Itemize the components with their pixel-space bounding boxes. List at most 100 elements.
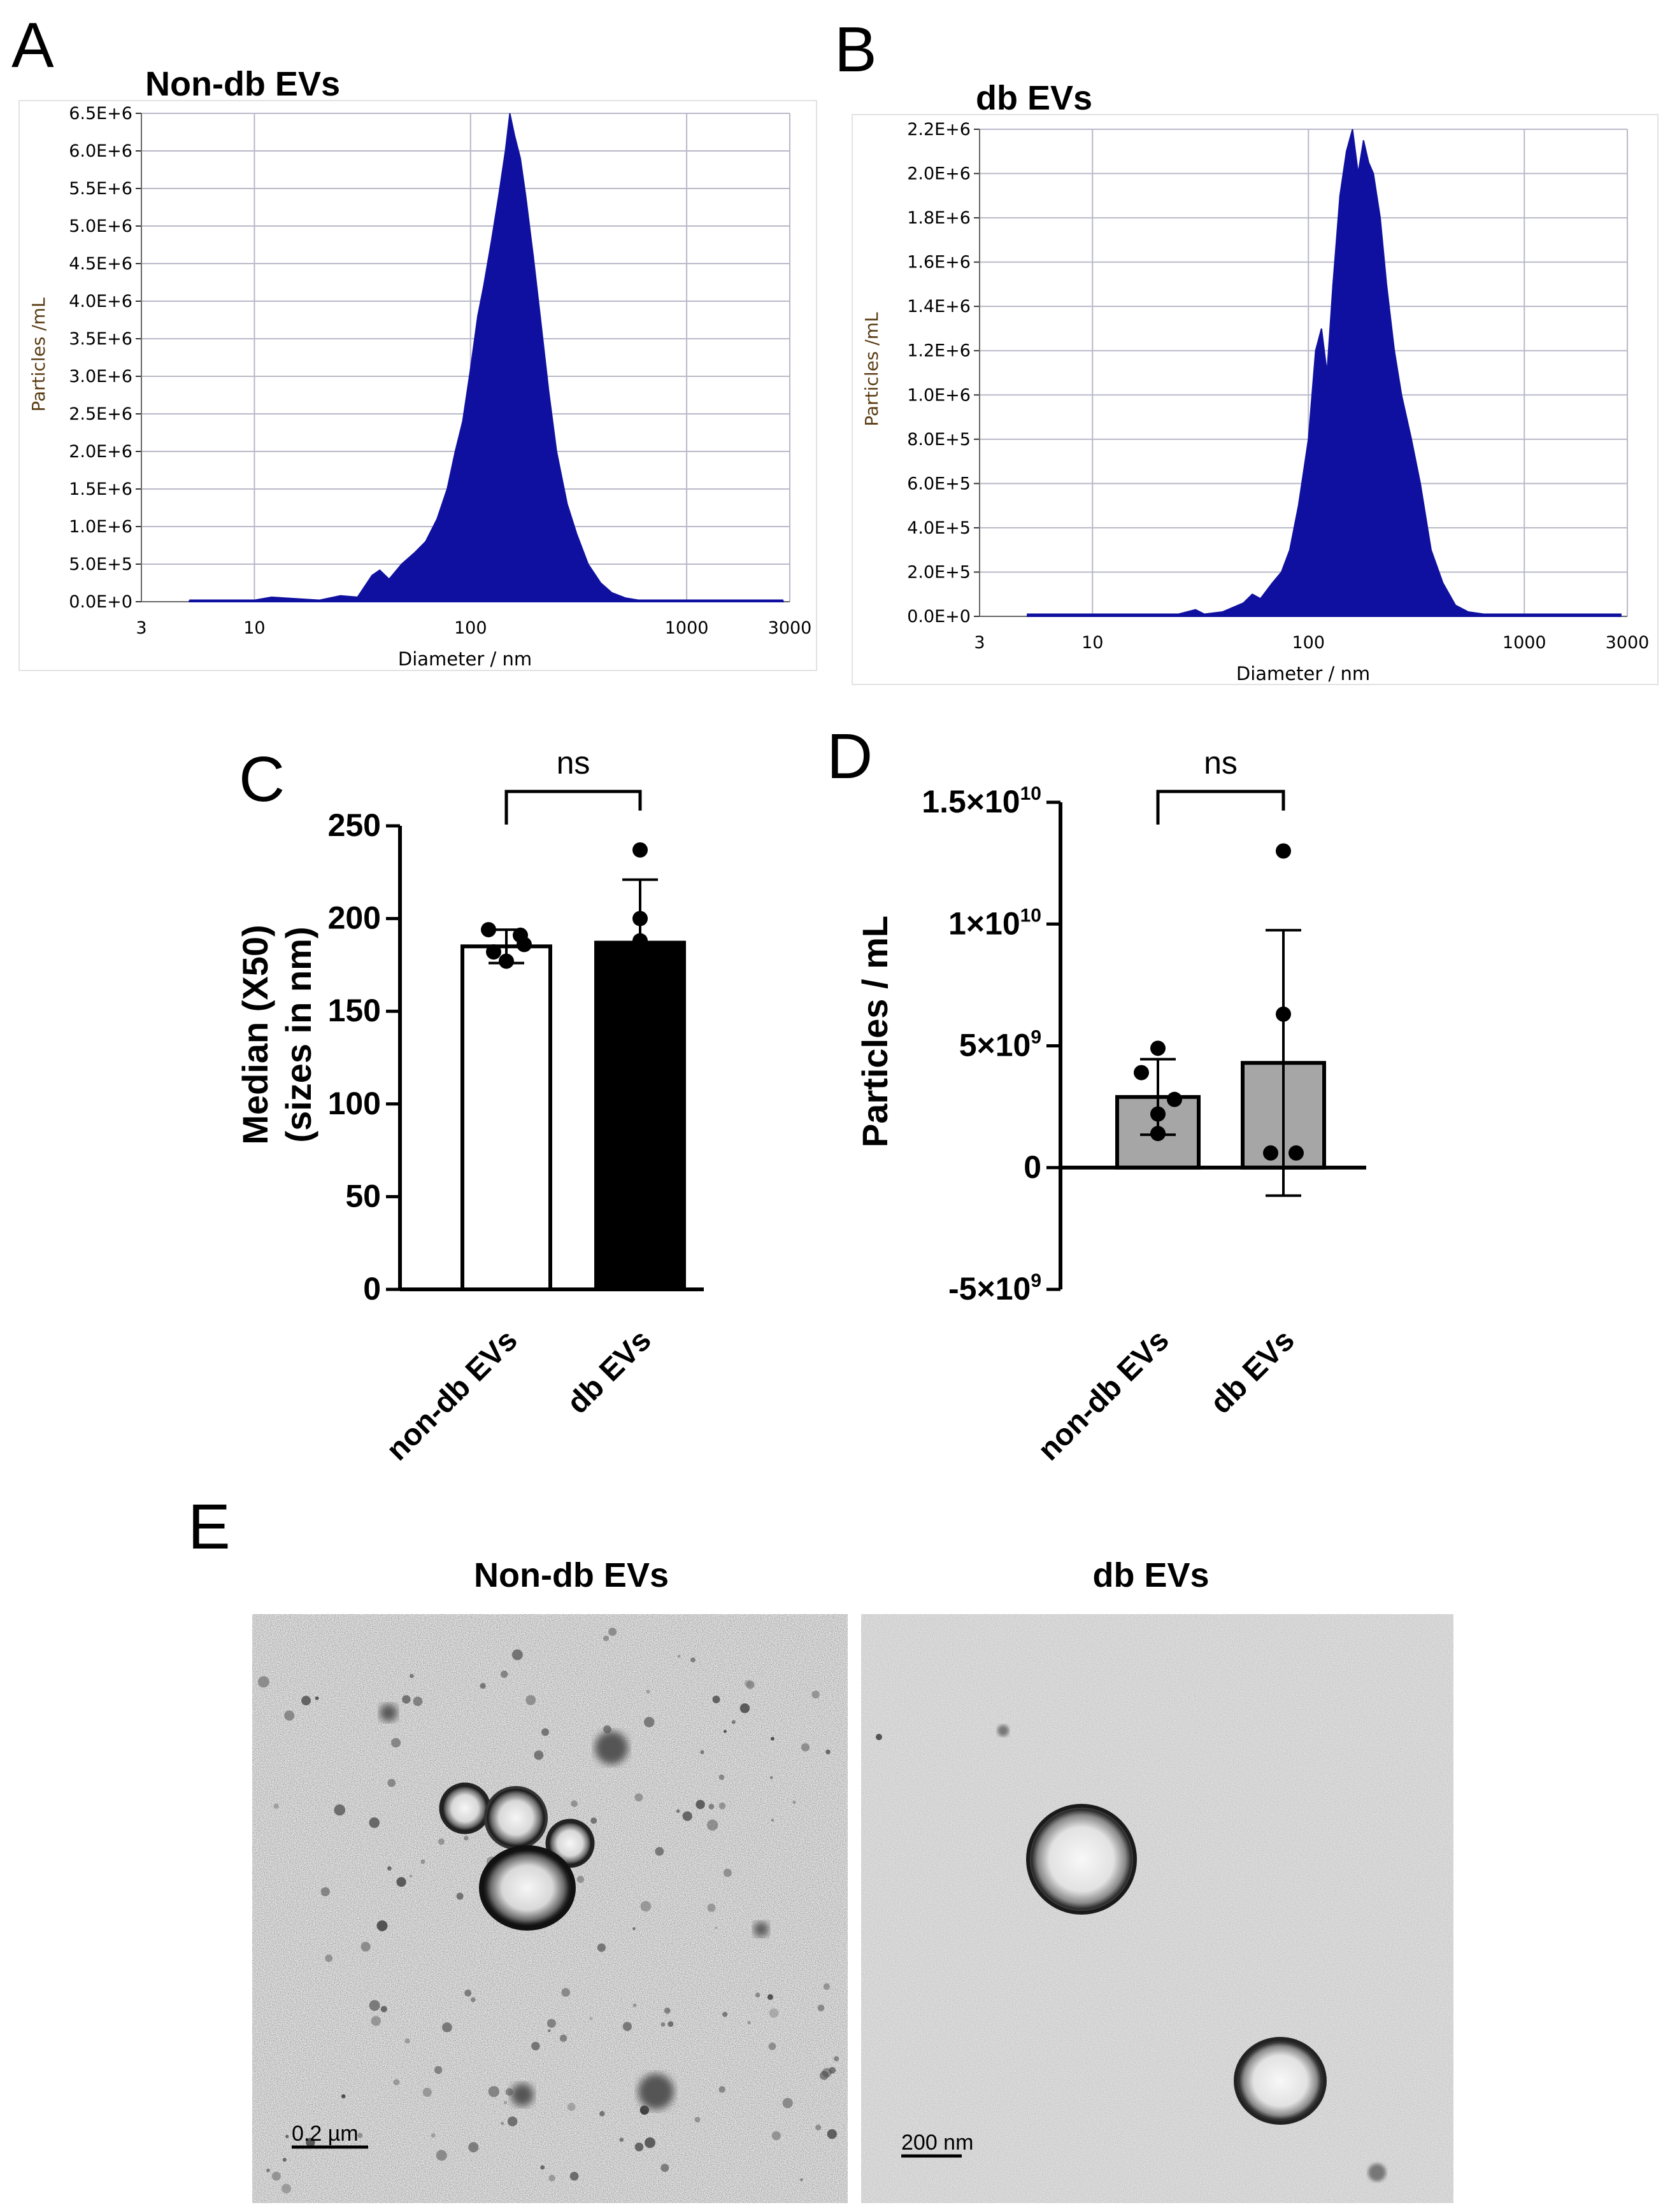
speck: [746, 1680, 755, 1689]
speck: [281, 2183, 292, 2194]
vesicle: [1026, 1804, 1137, 1915]
y-axis-label-line1: Median (X50): [235, 925, 275, 1144]
speck: [503, 2101, 508, 2104]
stain-blob: [380, 1704, 397, 1722]
histogram-non-db: Non-db EVs 0.0E+0 5.0E+5 1.0E+6 1.5E+6 2.0E+…: [18, 65, 817, 671]
speck: [634, 2143, 644, 2152]
panel-letter-a: A: [11, 10, 54, 81]
speck: [677, 1655, 681, 1658]
speck: [645, 2137, 655, 2148]
speck: [815, 2124, 822, 2130]
stain-blob: [511, 2083, 534, 2106]
scale-bar-label: 0.2 µm: [292, 2122, 359, 2146]
panel-letter-d: D: [827, 721, 873, 792]
y-axis-label: Particles / mL: [855, 916, 895, 1147]
speck: [391, 1738, 401, 1748]
tem-image-right: 200 nm: [861, 1614, 1453, 2203]
y-tick-label: 1.2E+6: [907, 341, 971, 361]
speck: [341, 2094, 346, 2099]
x-tick-labels: 3 10 100 1000 3000: [136, 618, 811, 638]
debris: [1368, 2164, 1386, 2181]
speck: [410, 1673, 414, 1678]
y-tick-labels: 1.5×1010 1×1010 5×109 0 -5×109: [922, 783, 1041, 1307]
speck: [646, 1689, 650, 1694]
data-point: [632, 842, 648, 858]
speck: [488, 2086, 499, 2097]
plot-area: [189, 113, 784, 602]
tem-title-right: db EVs: [1092, 1556, 1209, 1594]
tem-image-left: 0.2 µm: [252, 1614, 848, 2203]
y-tick-label: 1.5×1010: [922, 783, 1041, 819]
histogram-title: Non-db EVs: [145, 65, 340, 103]
speck: [468, 2142, 479, 2153]
axes: [1046, 800, 1366, 1291]
x-tick-label: 10: [243, 618, 265, 638]
y-tick-label: 4.0E+6: [69, 292, 132, 311]
x-tick-label: 3000: [1606, 633, 1650, 653]
speck: [640, 1901, 652, 1912]
category-label: db EVs: [1204, 1323, 1301, 1421]
speck: [569, 2171, 579, 2181]
speck: [285, 2134, 289, 2138]
y-tick-label: 50: [345, 1178, 381, 1214]
speck: [660, 2022, 666, 2027]
y-tick-label: 200: [328, 900, 381, 936]
histogram-db: db EVs 0.0E+0 2.0E+5 4.0E+5 6.0E+5 8.0E+5 1.0…: [852, 79, 1659, 685]
speck: [438, 1838, 445, 1845]
data-points: [1134, 843, 1304, 1161]
speck: [834, 2056, 839, 2062]
y-tick-labels: 0 50 100 150 200 250: [328, 807, 381, 1307]
speck: [639, 2105, 650, 2115]
y-tick-label: 100: [328, 1086, 381, 1121]
speck: [755, 1992, 760, 1997]
speck: [371, 2016, 381, 2026]
speck: [360, 1941, 371, 1952]
error-bars: [1140, 928, 1301, 1197]
speck: [696, 1799, 705, 1810]
significance-label: ns: [557, 745, 590, 781]
speck: [739, 1703, 750, 1713]
speck: [792, 1800, 796, 1804]
x-tick-label: 100: [454, 618, 487, 638]
scale-bar-label: 200 nm: [901, 2130, 973, 2155]
speck: [301, 1696, 311, 1706]
speck: [723, 1868, 732, 1877]
x-tick-label: 100: [1292, 633, 1325, 653]
speck: [747, 2020, 751, 2025]
speck: [700, 1750, 704, 1754]
x-tick-label: 3000: [768, 618, 812, 638]
speck: [422, 2087, 432, 2097]
speck: [682, 1811, 692, 1821]
category-labels: non-db EVs db EVs: [1032, 1323, 1301, 1467]
speck: [559, 2034, 567, 2042]
speck: [694, 2116, 701, 2123]
speck: [464, 1836, 469, 1841]
speck: [271, 2171, 281, 2181]
data-point: [499, 953, 514, 969]
speck: [664, 2007, 671, 2014]
speck: [420, 1859, 425, 1864]
speck: [413, 1696, 423, 1706]
tem-panel: Non-db EVs db EVs 0.2 µm 200 nm: [252, 1556, 1453, 2203]
y-tick-label: 1.5E+6: [69, 479, 132, 499]
speck: [325, 1954, 333, 1962]
y-tick-label: 250: [328, 807, 381, 843]
histogram-title: db EVs: [976, 79, 1092, 117]
data-point: [1150, 1106, 1166, 1122]
speck: [266, 2168, 270, 2173]
speck: [767, 1994, 773, 2000]
speck: [511, 1649, 523, 1661]
speck: [724, 1729, 727, 1733]
y-tick-label: 2.0E+6: [69, 442, 132, 462]
speck: [273, 1803, 279, 1809]
speck: [534, 1750, 544, 1760]
y-tick-label: 1.8E+6: [907, 208, 971, 228]
speck: [599, 2111, 605, 2116]
speck: [470, 1997, 476, 2003]
speck: [589, 2017, 593, 2020]
speck: [590, 1817, 597, 1824]
x-tick-label: 1000: [665, 618, 709, 638]
data-point: [1263, 1145, 1278, 1161]
y-tick-label: 5×109: [959, 1027, 1041, 1063]
